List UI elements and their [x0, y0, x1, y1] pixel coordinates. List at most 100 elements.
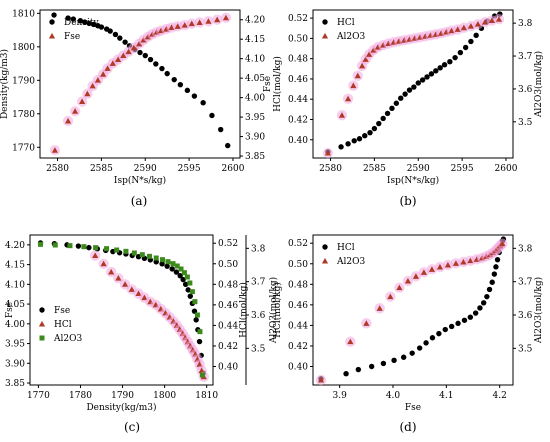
- data-point-hcl: [371, 125, 378, 132]
- data-point-hcl: [441, 62, 448, 68]
- y-tick-label: 4.15: [5, 261, 25, 271]
- data-point-hcl: [473, 32, 479, 39]
- data-point-hcl: [411, 84, 417, 90]
- x-axis-label: Density(kg/m3): [86, 402, 156, 413]
- data-point-al2o3: [123, 248, 129, 254]
- plot-frame-a: [39, 9, 241, 159]
- y2-tick-label: 4.00: [245, 94, 265, 104]
- data-point-hcl: [362, 132, 368, 139]
- data-point-al2o3: [114, 247, 120, 253]
- y2-tick-label: 0.40: [218, 363, 238, 373]
- data-point-fse: [120, 52, 127, 59]
- panel-a: 2580 2585 2590 2595 2600 Isp(N*s/kg) 1770 1780 1…: [0, 9, 273, 208]
- x-tick-label: 2595: [451, 164, 474, 174]
- y-tick-label: 0.50: [288, 260, 308, 270]
- y-axis-label: HCl(mol/kg): [272, 56, 283, 112]
- data-point-al2o3: [189, 289, 195, 295]
- data-point-hcl: [484, 293, 490, 300]
- data-point-al2o3: [153, 255, 159, 261]
- data-point-fse: [159, 261, 165, 267]
- data-point-al2o3: [192, 299, 198, 305]
- data-point-fse: [182, 281, 189, 288]
- y-tick-label: 4.05: [5, 300, 25, 310]
- data-point-al2o3: [194, 312, 200, 318]
- data-point-fse: [187, 293, 193, 299]
- data-point-fse: [174, 23, 181, 29]
- data-point-hcl: [100, 260, 107, 267]
- legend-marker-al2o3: [321, 32, 329, 39]
- data-point-fse: [169, 266, 175, 272]
- data-point-fse: [136, 40, 143, 47]
- legend-marker-al2o3: [321, 257, 329, 264]
- data-point-al2o3: [495, 16, 503, 22]
- legend-marker-density: [49, 19, 55, 25]
- data-point-hcl: [447, 58, 453, 65]
- data-point-al2o3: [359, 62, 366, 69]
- data-point-fse: [205, 18, 212, 24]
- caption-a: (a): [131, 194, 148, 208]
- panel-b: 2580 2585 2590 2595 2600 Isp(N*s/kg) 0.40 0.42 0…: [272, 9, 544, 208]
- data-point-fse: [100, 71, 107, 77]
- y2-tick-label: 3.7: [518, 52, 533, 62]
- data-point-al2o3: [404, 277, 412, 284]
- y-tick-label: 0.40: [288, 363, 308, 373]
- data-point-al2o3: [474, 21, 482, 27]
- data-point-hcl: [121, 281, 129, 287]
- data-point-hcl: [491, 271, 498, 277]
- data-point-al2o3: [187, 280, 193, 286]
- legend-a: Density Fse: [48, 18, 99, 42]
- y2-tick-label: 3.85: [245, 152, 265, 162]
- data-point-density: [137, 49, 143, 56]
- data-point-density: [117, 35, 123, 41]
- legend-marker-hcl: [322, 19, 328, 25]
- legend-label: HCl: [337, 18, 355, 28]
- data-point-al2o3: [38, 241, 44, 247]
- data-point-fse: [177, 272, 183, 279]
- x-axis-label: Isp(N*s/kg): [387, 175, 439, 186]
- data-point-fse: [109, 60, 116, 66]
- data-point-al2o3: [131, 250, 137, 256]
- data-point-hcl: [429, 335, 436, 341]
- legend-label: HCl: [337, 243, 355, 253]
- data-point-hcl: [409, 350, 415, 356]
- data-point-hcl: [486, 286, 493, 293]
- y-tick-label: 0.42: [288, 342, 308, 352]
- data-point-al2o3: [93, 245, 99, 251]
- data-point-al2o3: [467, 257, 474, 264]
- data-point-hcl: [477, 305, 483, 311]
- data-point-al2o3: [170, 261, 176, 267]
- data-point-al2o3: [199, 372, 205, 378]
- legend-label: Fse: [54, 306, 70, 316]
- y2-tick-label: 3.5: [518, 118, 533, 128]
- data-point-density: [209, 112, 215, 119]
- y2-tick-label: 3.8: [518, 244, 533, 254]
- data-point-density: [171, 76, 177, 83]
- x-axis-label: Fse: [405, 403, 421, 413]
- data-point-fse: [64, 117, 72, 124]
- data-point-density: [191, 93, 198, 99]
- data-point-al2o3: [499, 240, 506, 247]
- y-tick-label: 0.40: [288, 136, 308, 146]
- series-Al2O3-c: [38, 241, 205, 378]
- data-point-fse: [185, 287, 191, 293]
- plot-frame-c: [29, 234, 214, 386]
- y2-tick-label: 0.44: [218, 321, 238, 331]
- data-point-hcl: [493, 264, 499, 270]
- data-point-hcl: [494, 256, 501, 263]
- data-point-al2o3: [81, 244, 87, 250]
- y-axis-label: Density(kg/m3): [0, 49, 10, 119]
- x-tick-label: 1770: [27, 391, 50, 401]
- data-point-hcl: [416, 345, 423, 351]
- data-point-al2o3: [420, 269, 428, 275]
- data-point-fse: [196, 19, 203, 25]
- data-point-al2o3: [324, 149, 332, 156]
- y-tick-label: 0.48: [288, 55, 308, 65]
- legend-label: Al2O3: [53, 334, 82, 344]
- data-point-hcl: [351, 138, 357, 144]
- data-point-al2o3: [160, 257, 166, 263]
- data-point-hcl: [391, 357, 397, 364]
- caption-c: (c): [124, 420, 140, 434]
- data-point-hcl: [128, 286, 135, 292]
- data-point-al2o3: [481, 19, 489, 25]
- data-point-al2o3: [146, 253, 152, 259]
